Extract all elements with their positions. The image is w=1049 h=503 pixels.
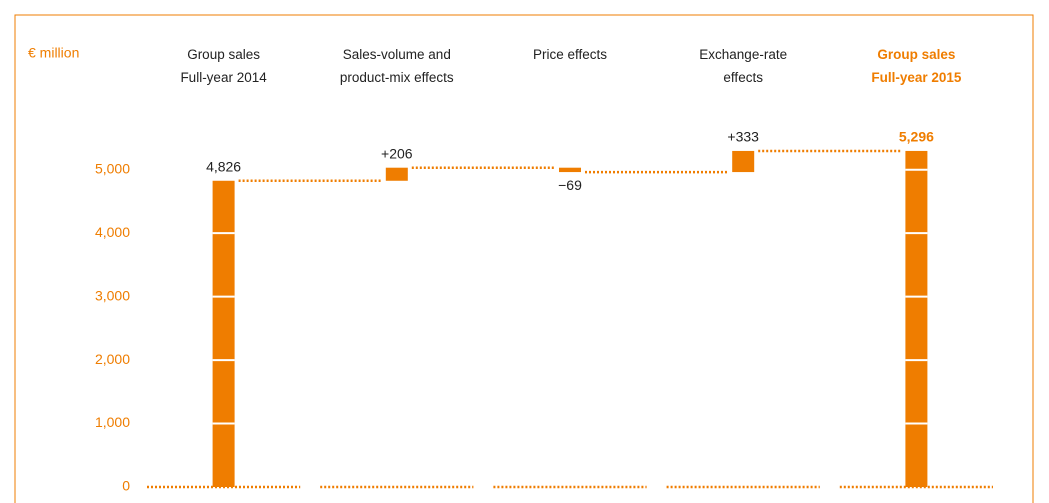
frame xyxy=(14,14,1034,503)
bar xyxy=(212,180,235,487)
y-tick-label: 2,000 xyxy=(95,351,130,367)
x-tick-label: Exchange-rate effects xyxy=(699,47,788,85)
y-tick-label: 4,000 xyxy=(95,224,130,240)
value-label: 5,296 xyxy=(899,129,934,145)
value-label: +333 xyxy=(727,129,759,145)
value-label: +206 xyxy=(381,145,413,161)
y-axis-label: € million xyxy=(28,45,79,61)
x-tick-label: Sales-volume and product-mix effects xyxy=(339,47,454,85)
bar xyxy=(385,167,408,181)
y-tick-label: 5,000 xyxy=(95,160,130,176)
bar xyxy=(732,150,755,173)
y-tick-label: 1,000 xyxy=(95,414,130,430)
value-label: −69 xyxy=(558,177,582,193)
value-label: 4,826 xyxy=(206,158,241,174)
y-tick-label: 0 xyxy=(122,478,130,494)
bar xyxy=(905,150,928,487)
y-tick-label: 3,000 xyxy=(95,287,130,303)
x-tick-label: Price effects xyxy=(532,47,608,62)
x-tick-label: Group sales Full-year 2015 xyxy=(871,47,962,85)
bar xyxy=(559,167,581,173)
x-tick-label: Group sales Full-year 2014 xyxy=(180,47,267,85)
